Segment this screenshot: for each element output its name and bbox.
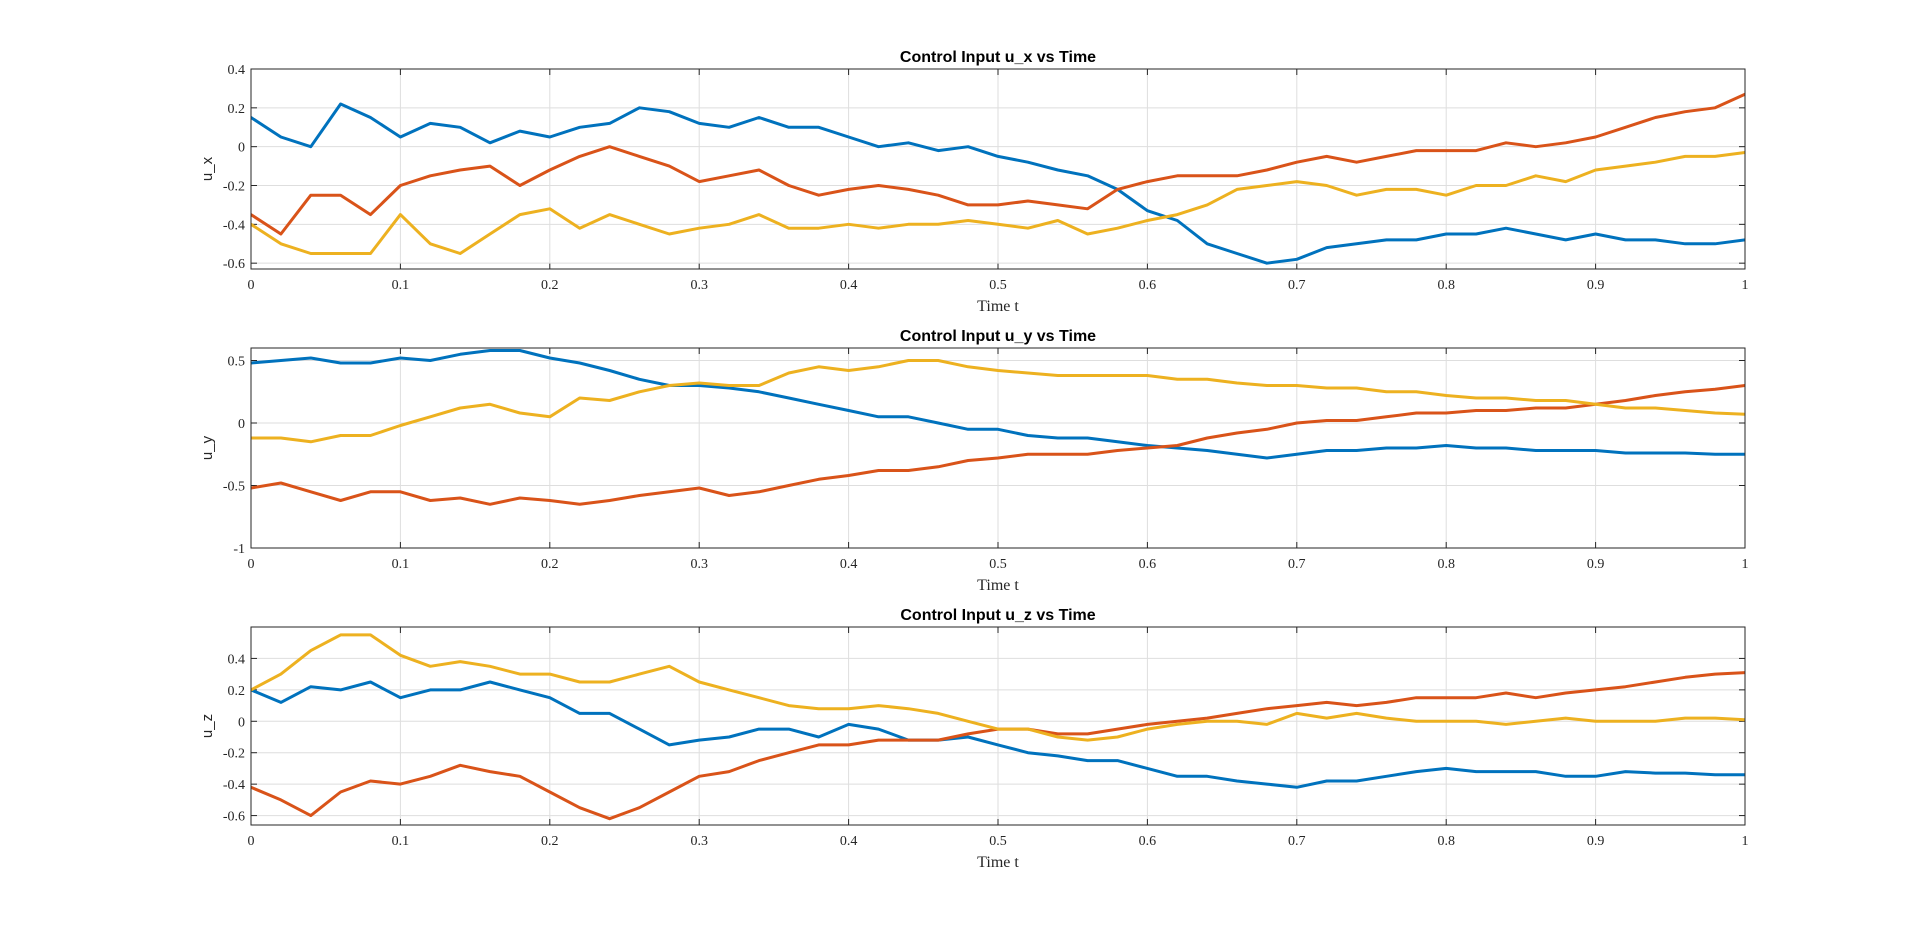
series-line-1	[251, 349, 1745, 460]
series-line-3	[251, 151, 1745, 255]
x-tick-label: 0.1	[392, 557, 410, 572]
x-tick-label: 0.7	[1288, 834, 1306, 849]
series-line-2	[251, 92, 1745, 236]
y-tick-label: 0.4	[228, 63, 246, 78]
x-tick-label: 1	[1742, 834, 1749, 849]
chart-title: Control Input u_z vs Time	[900, 607, 1095, 624]
x-axis-label: Time t	[977, 298, 1019, 315]
panel-u-y: 0 0.1 0.2 0.3 0.4 0.5 0.6 0.7 0.8 0.9 1 0.5 0 -0.5 -1 C…	[199, 328, 1749, 594]
x-tick-label: 0.1	[392, 278, 410, 293]
y-tick-label: -0.4	[223, 218, 245, 233]
y-tick-label: -0.5	[223, 480, 245, 495]
x-tick-label: 0.4	[840, 278, 858, 293]
y-tick-label: 0.2	[228, 684, 246, 699]
x-tick-label: 0.5	[989, 278, 1007, 293]
x-axis-label: Time t	[977, 854, 1019, 871]
x-tick-label: 0.7	[1288, 278, 1306, 293]
x-tick-label: 0.8	[1437, 834, 1455, 849]
x-tick-label: 0.6	[1139, 834, 1157, 849]
x-tick-label: 0.8	[1437, 278, 1455, 293]
y-tick-label: 0.4	[228, 652, 246, 667]
y-axis-label: u_x	[199, 156, 216, 181]
y-tick-label: -1	[233, 542, 245, 557]
x-tick-label: 0.4	[840, 834, 858, 849]
x-tick-label: 0.5	[989, 557, 1007, 572]
x-tick-label: 0	[248, 834, 255, 849]
series-line-1	[251, 102, 1745, 265]
x-tick-label: 0.2	[541, 834, 559, 849]
series-line-1	[251, 680, 1745, 789]
series-line-3	[251, 359, 1745, 444]
x-tick-label: 0.6	[1139, 557, 1157, 572]
x-tick-label: 0.9	[1587, 834, 1605, 849]
y-tick-label: -0.2	[223, 180, 245, 195]
y-tick-label: -0.6	[223, 810, 245, 825]
axes-frame	[250, 347, 1746, 549]
x-tick-label: 0.3	[690, 557, 708, 572]
panel-u-z: 0 0.1 0.2 0.3 0.4 0.5 0.6 0.7 0.8 0.9 1 0.4 0.2 0 -0.2…	[199, 607, 1749, 871]
x-tick-label: 0.2	[541, 557, 559, 572]
series-line-3	[251, 633, 1745, 742]
x-tick-label: 0.7	[1288, 557, 1306, 572]
x-tick-label: 0.1	[392, 834, 410, 849]
y-tick-label: 0	[238, 715, 245, 730]
x-tick-label: 0	[248, 557, 255, 572]
x-tick-label: 0.2	[541, 278, 559, 293]
x-tick-label: 0.8	[1437, 557, 1455, 572]
x-tick-label: 0.6	[1139, 278, 1157, 293]
y-tick-label: 0	[238, 141, 245, 156]
y-tick-label: -0.4	[223, 778, 245, 793]
panel-u-x: 0 0.1 0.2 0.3 0.4 0.5 0.6 0.7 0.8 0.9 1 0.4 0.2 0 -0.2…	[199, 49, 1749, 315]
x-tick-label: 1	[1742, 278, 1749, 293]
chart-title: Control Input u_y vs Time	[900, 328, 1096, 345]
y-tick-label: 0	[238, 417, 245, 432]
x-tick-label: 0.3	[690, 834, 708, 849]
x-tick-label: 0.3	[690, 278, 708, 293]
axes-frame	[250, 626, 1746, 826]
y-tick-label: -0.2	[223, 747, 245, 762]
x-tick-label: 0.9	[1587, 278, 1605, 293]
series-line-2	[251, 384, 1745, 506]
y-tick-label: 0.5	[228, 355, 246, 370]
y-tick-label: 0.2	[228, 102, 246, 117]
x-tick-label: 0	[248, 278, 255, 293]
x-tick-label: 0.5	[989, 834, 1007, 849]
y-axis-label: u_y	[199, 435, 216, 460]
chart-title: Control Input u_x vs Time	[900, 49, 1096, 66]
x-tick-label: 0.9	[1587, 557, 1605, 572]
x-tick-label: 0.4	[840, 557, 858, 572]
x-tick-label: 1	[1742, 557, 1749, 572]
y-tick-label: -0.6	[223, 257, 245, 272]
axes-frame	[250, 68, 1746, 270]
x-axis-label: Time t	[977, 577, 1019, 594]
y-axis-label: u_z	[199, 714, 216, 738]
